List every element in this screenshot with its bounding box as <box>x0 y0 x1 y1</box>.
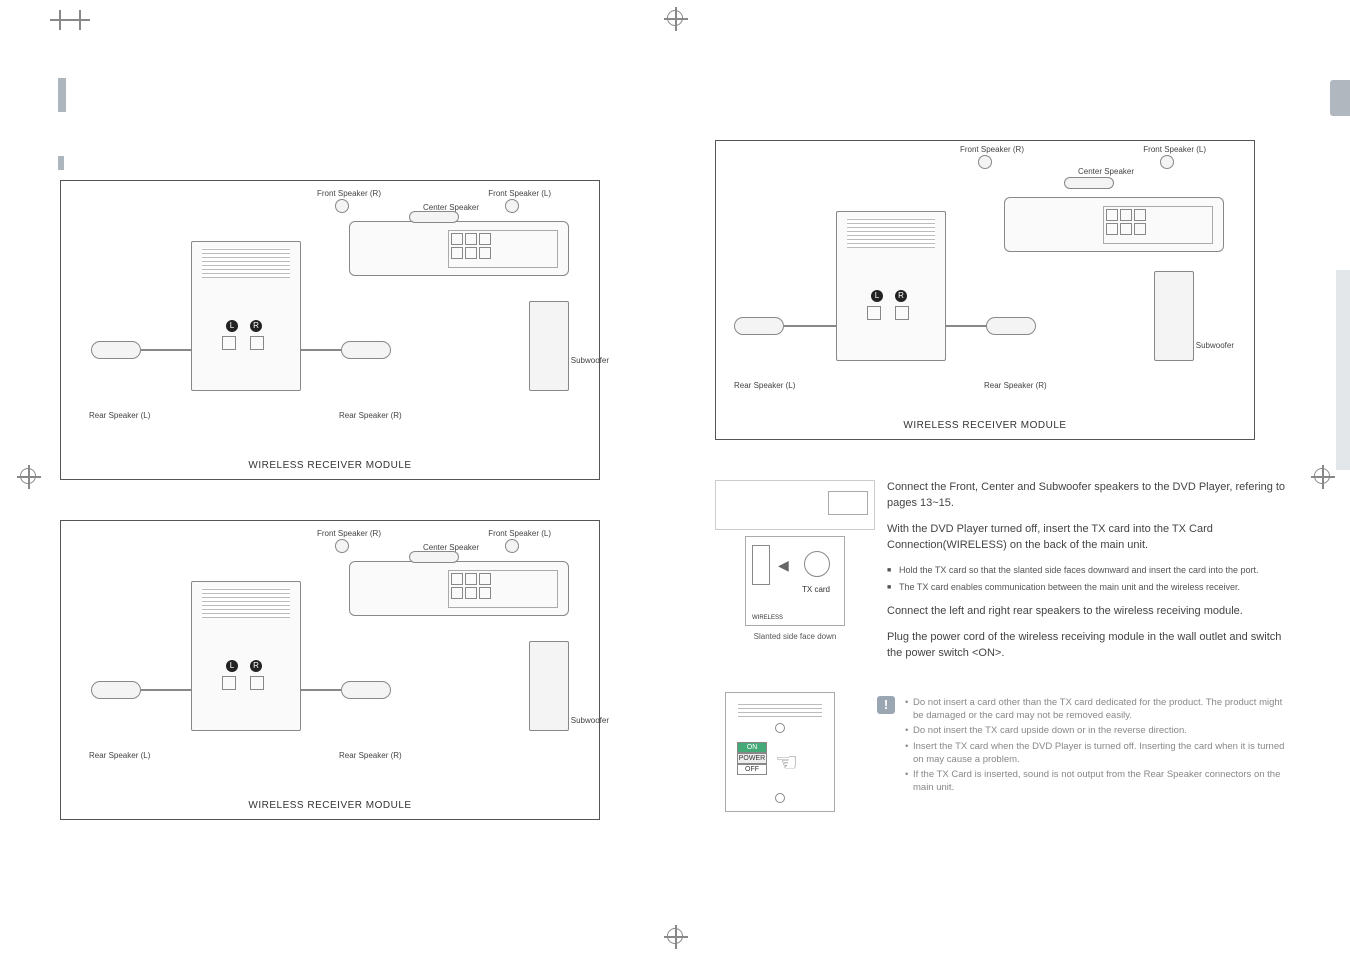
module-jack-l <box>222 336 236 350</box>
subwoofer <box>529 301 569 391</box>
switch-on: ON <box>737 742 767 753</box>
hand-icon: ☜ <box>775 747 798 778</box>
dvd-back-panel <box>448 230 558 268</box>
label-subwoofer: Subwoofer <box>571 356 609 365</box>
wireless-module: L R <box>191 581 301 731</box>
dvd-unit <box>1004 197 1224 252</box>
module-r-icon: R <box>250 660 262 672</box>
instruction-p2: With the DVD Player turned off, insert t… <box>887 522 1290 554</box>
wiring-diagram-3: Front Speaker (R) Front Speaker (L) Cent… <box>715 140 1255 440</box>
cable <box>141 349 191 351</box>
dvd-unit <box>349 561 569 616</box>
module-l-icon: L <box>226 320 238 332</box>
warning-2: Do not insert the TX card upside down or… <box>905 724 1290 737</box>
heading-bar <box>58 78 66 112</box>
switch-off: OFF <box>737 764 767 775</box>
label-front-r: Front Speaker (R) <box>317 529 381 538</box>
warning-1: Do not insert a card other than the TX c… <box>905 696 1290 723</box>
right-page: Front Speaker (R) Front Speaker (L) Cent… <box>675 0 1350 954</box>
module-jack-r <box>250 336 264 350</box>
label-tx-card: TX card <box>802 585 830 594</box>
rear-speaker-l <box>91 341 141 359</box>
label-rear-l: Rear Speaker (L) <box>89 411 150 420</box>
warning-text: Do not insert a card other than the TX c… <box>905 696 1290 797</box>
instruction-p3: Connect the left and right rear speakers… <box>887 604 1290 620</box>
warning-4: If the TX Card is inserted, sound is not… <box>905 768 1290 795</box>
center-speaker <box>409 551 459 563</box>
label-center: Center Speaker <box>1078 167 1134 176</box>
module-jack-r <box>250 676 264 690</box>
subwoofer <box>1154 271 1194 361</box>
tx-slanted-caption: Slanted side face down <box>715 632 875 641</box>
instruction-bullet-1: Hold the TX card so that the slanted sid… <box>887 564 1290 577</box>
wiring-diagram-2: Front Speaker (R) Front Speaker (L) Cent… <box>60 520 600 820</box>
instruction-bullet-2: The TX card enables communication betwee… <box>887 581 1290 594</box>
label-front-l: Front Speaker (L) <box>488 529 551 538</box>
instruction-p4: Plug the power cord of the wireless rece… <box>887 630 1290 662</box>
module-jack-l <box>867 306 881 320</box>
diagram-caption: WIRELESS RECEIVER MODULE <box>61 460 599 471</box>
dvd-back-mini <box>715 480 875 530</box>
tx-card-slot: ◀ WIRELESS TX card <box>745 536 845 626</box>
dvd-back-panel <box>1103 206 1213 244</box>
tx-card-figure: ◀ WIRELESS TX card Slanted side face dow… <box>715 480 875 641</box>
module-r-icon: R <box>895 290 907 302</box>
instruction-text: Connect the Front, Center and Subwoofer … <box>887 480 1290 672</box>
label-subwoofer: Subwoofer <box>1196 341 1234 350</box>
front-speaker-r <box>335 539 349 553</box>
module-jack-r <box>895 306 909 320</box>
module-jack-l <box>222 676 236 690</box>
instruction-p1: Connect the Front, Center and Subwoofer … <box>887 480 1290 512</box>
label-front-r: Front Speaker (R) <box>317 189 381 198</box>
caution-icon: ! <box>877 696 895 714</box>
subwoofer <box>529 641 569 731</box>
cable <box>784 325 836 327</box>
rear-speaker-l <box>91 681 141 699</box>
front-speaker-l <box>505 199 519 213</box>
instruction-block-1: ◀ WIRELESS TX card Slanted side face dow… <box>715 480 1290 672</box>
warning-block: ! Do not insert a card other than the TX… <box>877 696 1290 797</box>
wiring-diagram-1: Front Speaker (R) Front Speaker (L) Cent… <box>60 180 600 480</box>
label-wireless: WIRELESS <box>752 615 783 621</box>
left-page: Front Speaker (R) Front Speaker (L) Cent… <box>0 0 675 954</box>
rear-speaker-r <box>341 681 391 699</box>
rear-speaker-r <box>986 317 1036 335</box>
cable <box>301 349 341 351</box>
subheading-bar <box>58 156 64 170</box>
dvd-back-panel <box>448 570 558 608</box>
instruction-block-2: ON POWER OFF ☜ ! Do not insert a card ot… <box>715 692 1290 832</box>
front-speaker-l <box>1160 155 1174 169</box>
warning-3: Insert the TX card when the DVD Player i… <box>905 740 1290 767</box>
cable <box>946 325 986 327</box>
front-speaker-l <box>505 539 519 553</box>
center-speaker <box>1064 177 1114 189</box>
module-l-icon: L <box>871 290 883 302</box>
label-front-l: Front Speaker (L) <box>1143 145 1206 154</box>
power-switch: ON POWER OFF <box>737 742 767 775</box>
front-speaker-r <box>978 155 992 169</box>
label-front-l: Front Speaker (L) <box>488 189 551 198</box>
front-speaker-r <box>335 199 349 213</box>
label-rear-r: Rear Speaker (R) <box>984 381 1047 390</box>
label-front-r: Front Speaker (R) <box>960 145 1024 154</box>
dvd-unit <box>349 221 569 276</box>
cable <box>141 689 191 691</box>
power-switch-figure: ON POWER OFF ☜ <box>715 692 865 832</box>
module-l-icon: L <box>226 660 238 672</box>
diagram-caption: WIRELESS RECEIVER MODULE <box>716 420 1254 431</box>
rear-speaker-r <box>341 341 391 359</box>
diagram-caption: WIRELESS RECEIVER MODULE <box>61 800 599 811</box>
label-rear-l: Rear Speaker (L) <box>734 381 795 390</box>
label-subwoofer: Subwoofer <box>571 716 609 725</box>
label-rear-r: Rear Speaker (R) <box>339 751 402 760</box>
center-speaker <box>409 211 459 223</box>
wireless-module: L R <box>836 211 946 361</box>
cable <box>301 689 341 691</box>
module-r-icon: R <box>250 320 262 332</box>
wireless-module: L R <box>191 241 301 391</box>
label-rear-l: Rear Speaker (L) <box>89 751 150 760</box>
rear-speaker-l <box>734 317 784 335</box>
switch-power: POWER <box>737 753 767 764</box>
label-rear-r: Rear Speaker (R) <box>339 411 402 420</box>
